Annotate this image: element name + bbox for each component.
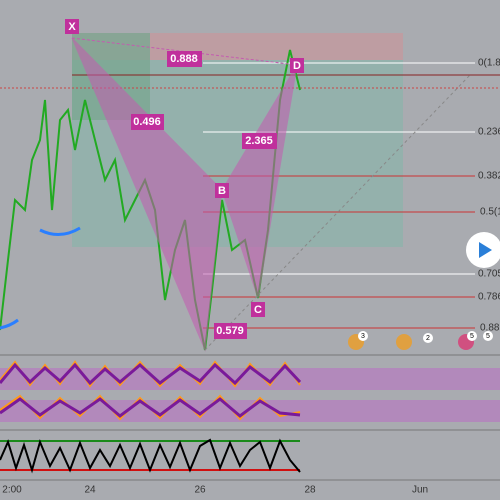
play-icon: [479, 242, 492, 258]
ratio-label: 2.365: [245, 135, 273, 147]
time-label: 28: [304, 485, 316, 496]
time-label: Jun: [412, 485, 428, 496]
badge: [396, 334, 412, 350]
badge-count: 5: [486, 333, 490, 340]
label-box: [242, 133, 277, 149]
osc-signal: [0, 360, 301, 388]
time-axis: 2:00 24 26 28 Jun: [2, 485, 428, 496]
trend-line: [204, 74, 471, 351]
ratio-label: 0.888: [170, 53, 198, 65]
fib-label: 0.786: [478, 292, 500, 303]
xd-line: [71, 37, 298, 66]
osc-line: [0, 397, 301, 418]
ratio-label: 0.579: [216, 325, 244, 337]
fib-label: 0.705: [478, 269, 500, 280]
badge: [483, 331, 493, 341]
arc: [0, 318, 19, 330]
fib-label: 0.88: [480, 323, 500, 334]
label-box: [215, 183, 229, 198]
point-label: C: [254, 304, 262, 316]
label-box: [290, 58, 304, 73]
fib-label: 0.236: [478, 127, 500, 138]
pattern-bcd: [221, 64, 298, 299]
fib-label: 0.5(1: [480, 207, 500, 218]
label-box: [65, 19, 79, 34]
ratio-label: 0.496: [133, 116, 161, 128]
time-label: 26: [194, 485, 206, 496]
badge-count: 2: [426, 335, 430, 342]
point-label: X: [68, 21, 76, 33]
label-box: [214, 323, 247, 339]
label-box: [251, 302, 265, 317]
momentum-line: [0, 438, 301, 474]
fib-lines: [203, 62, 475, 329]
time-label: 24: [84, 485, 96, 496]
fib-labels: 0(1.8 0.236 0.382 0.5(1 0.705 0.786 0.88: [478, 58, 500, 334]
fib-label: 0.382: [478, 171, 500, 182]
arc: [39, 226, 81, 236]
label-box: [131, 114, 164, 130]
event-badges: 3 2 5 5: [348, 331, 493, 350]
osc-band: [0, 400, 500, 422]
badge: [423, 333, 433, 343]
point-label: B: [218, 185, 226, 197]
point-label: D: [293, 60, 301, 72]
osc-band: [0, 368, 500, 390]
badge: [467, 331, 477, 341]
osc-line: [0, 362, 302, 386]
badge-count: 5: [470, 333, 474, 340]
label-box: [167, 51, 202, 67]
fib-label: 0(1.8: [478, 58, 500, 69]
badge-count: 3: [361, 333, 365, 340]
pattern-labels: X B C D 0.496 0.579 2.365 0.888: [65, 19, 304, 339]
badge: [358, 331, 368, 341]
time-label: 2:00: [2, 485, 22, 496]
